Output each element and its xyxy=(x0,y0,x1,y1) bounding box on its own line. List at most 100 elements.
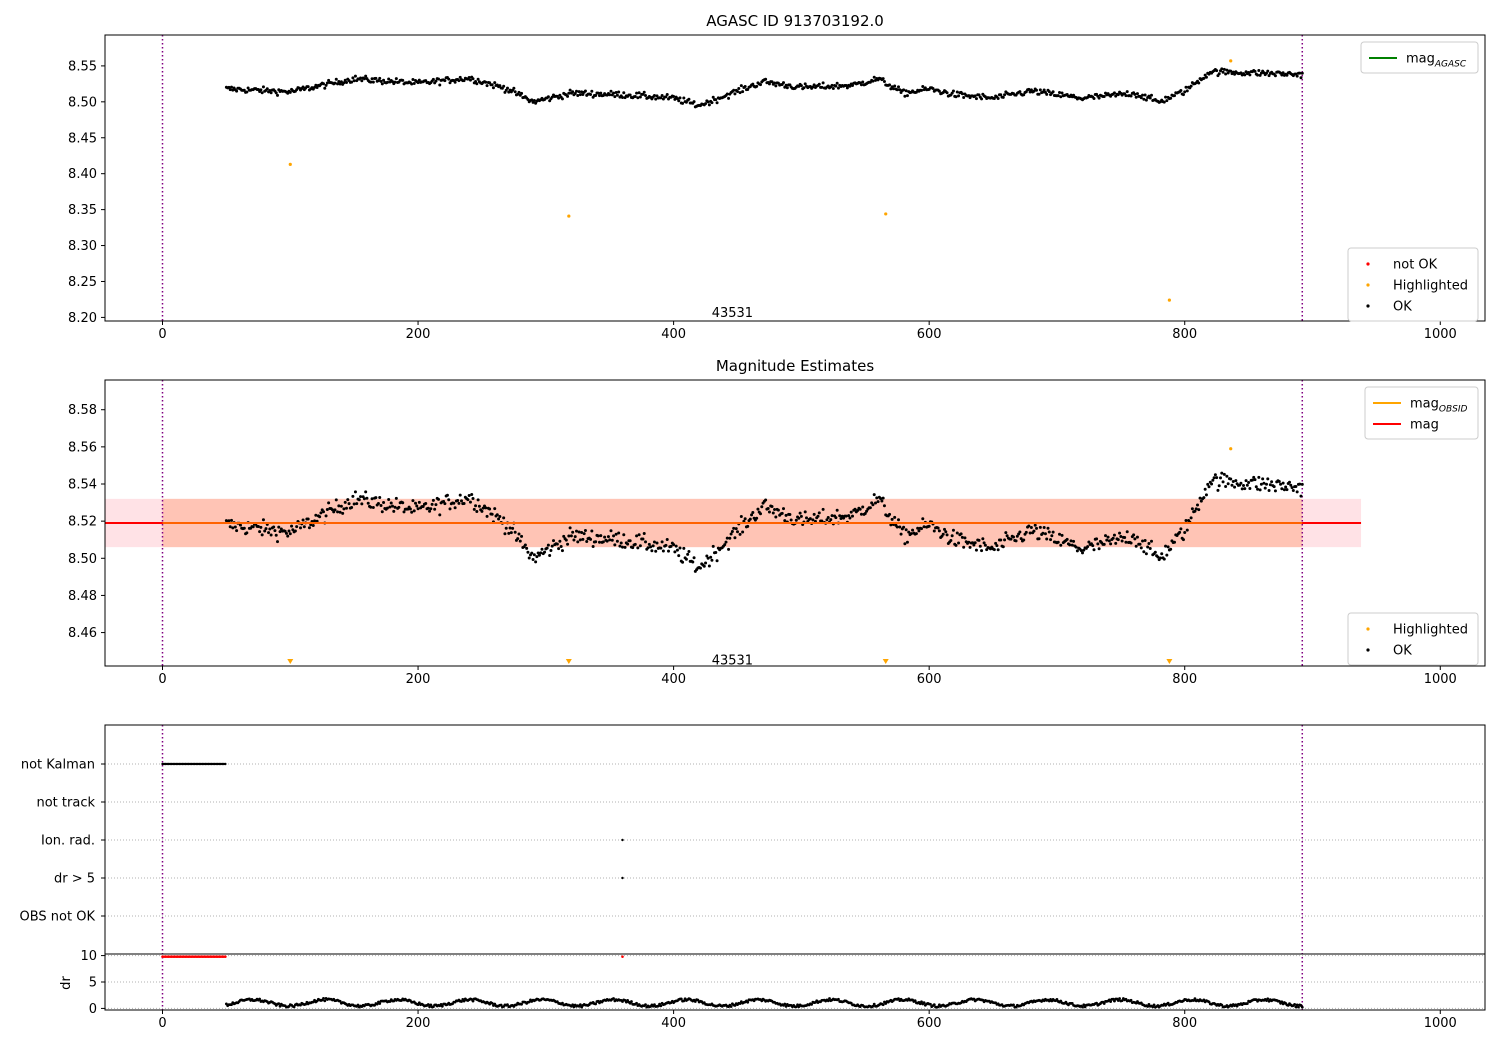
data-point xyxy=(849,510,853,514)
data-point xyxy=(741,530,745,534)
data-point xyxy=(325,81,329,85)
dr-point xyxy=(462,999,466,1003)
data-point xyxy=(513,530,517,534)
data-point xyxy=(415,504,419,508)
data-point xyxy=(633,542,637,546)
data-point xyxy=(1206,482,1210,486)
data-point xyxy=(733,536,737,540)
data-point xyxy=(475,510,479,514)
data-point xyxy=(1262,481,1266,485)
legend-marker xyxy=(1366,283,1370,287)
data-point xyxy=(868,506,872,510)
data-point xyxy=(1298,71,1302,75)
data-point xyxy=(276,540,279,544)
data-point xyxy=(1190,507,1194,511)
data-point xyxy=(773,508,777,512)
dr-point xyxy=(659,1004,663,1008)
data-point xyxy=(334,77,338,81)
data-point xyxy=(872,75,876,79)
dr-point xyxy=(810,1002,814,1006)
data-point xyxy=(1059,543,1063,547)
legend-subscript: AGASC xyxy=(1434,60,1467,70)
data-point xyxy=(1092,548,1096,552)
data-point xyxy=(539,551,543,555)
data-point xyxy=(366,501,370,505)
x-tick-label: 400 xyxy=(661,1016,686,1031)
data-point xyxy=(728,536,732,540)
data-point xyxy=(1111,536,1115,540)
data-point xyxy=(578,93,582,97)
data-point xyxy=(817,511,821,515)
data-point xyxy=(530,551,534,555)
data-point xyxy=(898,88,902,92)
data-point xyxy=(659,96,663,100)
data-point xyxy=(433,507,437,511)
data-point xyxy=(379,79,383,83)
data-point xyxy=(352,502,356,506)
data-point xyxy=(576,540,580,544)
data-point xyxy=(626,542,630,546)
data-point xyxy=(1037,537,1041,541)
data-point xyxy=(410,82,414,86)
data-point xyxy=(571,90,575,94)
data-point xyxy=(825,518,829,522)
data-point xyxy=(1289,483,1293,487)
dr-point xyxy=(929,1002,932,1006)
data-point xyxy=(709,555,713,559)
data-point xyxy=(687,97,691,101)
data-point xyxy=(888,83,892,87)
data-point xyxy=(498,514,502,518)
y-tick-label: 8.52 xyxy=(68,515,97,530)
data-point xyxy=(974,97,978,101)
data-point xyxy=(571,530,575,534)
data-point xyxy=(258,530,262,534)
data-point xyxy=(797,516,801,520)
data-point xyxy=(733,92,737,96)
data-point xyxy=(1001,545,1005,549)
data-point xyxy=(1256,487,1260,491)
data-point xyxy=(534,560,538,564)
data-point xyxy=(1027,524,1031,528)
dr-point xyxy=(1166,1001,1170,1005)
data-point xyxy=(1295,490,1299,494)
data-point xyxy=(949,538,953,542)
dr-point xyxy=(571,1003,575,1007)
data-point xyxy=(369,505,373,509)
data-point xyxy=(759,83,762,87)
data-point xyxy=(598,540,601,544)
data-point xyxy=(711,544,715,548)
data-point xyxy=(314,83,318,87)
data-point xyxy=(732,88,736,92)
data-point xyxy=(1299,494,1303,498)
y-tick-label: 8.56 xyxy=(68,440,97,455)
data-point xyxy=(452,501,456,505)
data-point xyxy=(360,79,364,83)
flag-label: Ion. rad. xyxy=(41,834,95,849)
data-point xyxy=(359,495,363,499)
data-point xyxy=(876,500,880,504)
data-point xyxy=(509,531,513,535)
data-point xyxy=(1005,534,1009,538)
data-point xyxy=(622,91,626,95)
data-point xyxy=(917,529,921,533)
data-point xyxy=(497,517,501,521)
data-point xyxy=(566,542,570,546)
data-point xyxy=(1142,550,1146,554)
data-point xyxy=(1295,74,1299,78)
dr-point xyxy=(426,1003,430,1006)
data-point xyxy=(1203,73,1207,77)
data-point xyxy=(353,74,357,78)
data-point xyxy=(756,507,760,511)
data-point xyxy=(1009,537,1013,541)
data-point xyxy=(1022,538,1026,542)
highlighted-point xyxy=(884,212,888,216)
data-point xyxy=(1280,73,1284,77)
dr-point xyxy=(1280,1000,1284,1004)
data-point xyxy=(1210,482,1214,486)
flag-point xyxy=(621,838,624,842)
data-point xyxy=(1298,482,1302,486)
data-point xyxy=(622,533,626,537)
data-point xyxy=(863,512,867,516)
data-point xyxy=(637,91,641,95)
data-point xyxy=(474,80,478,84)
